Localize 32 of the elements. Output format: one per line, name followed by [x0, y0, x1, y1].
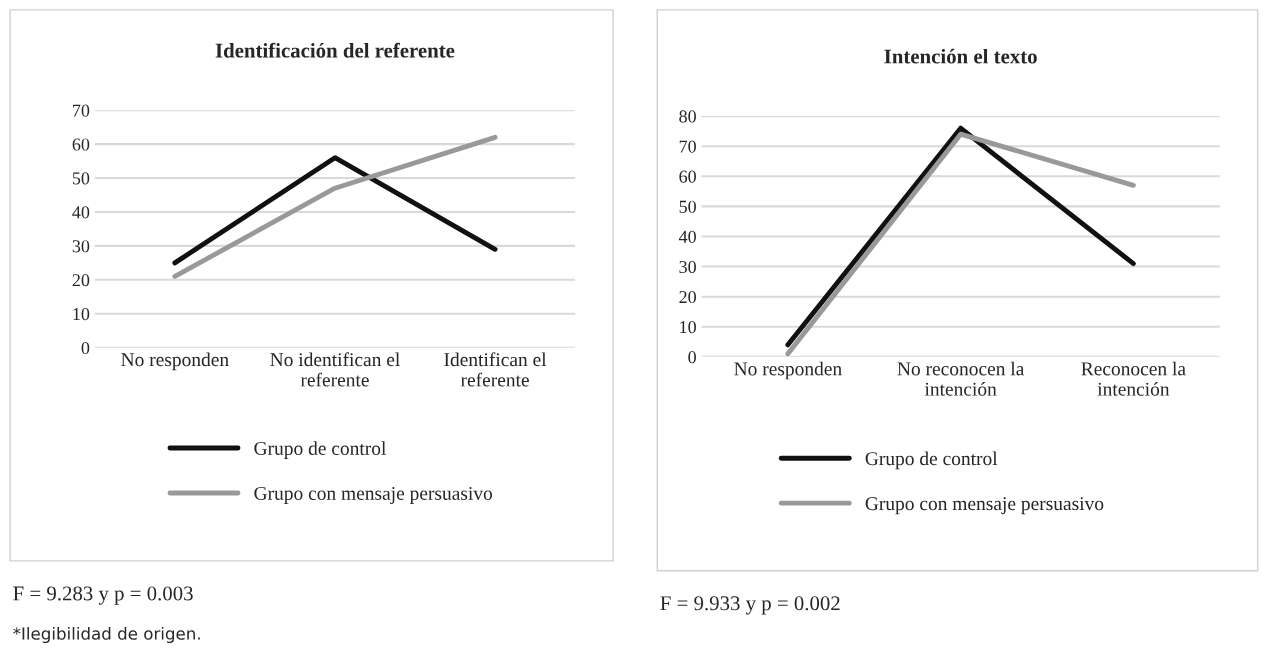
x-tick-label: No reconocen la intención: [897, 361, 1025, 396]
legend-label: Grupo con mensaje persuasivo: [254, 486, 493, 504]
y-tick-label: 10: [73, 308, 90, 321]
y-tick-label: 30: [679, 260, 696, 274]
y-tick-label: 70: [73, 104, 90, 117]
x-tick-label: Identifican el referente: [444, 352, 547, 387]
y-tick-label: 50: [679, 200, 696, 213]
x-tick-label: No identifican el referente: [270, 352, 400, 387]
x-tick-label: No responden: [121, 352, 229, 371]
y-tick-label: 70: [679, 140, 696, 153]
y-tick-label: 50: [72, 172, 90, 185]
y-tick-label: 0: [688, 351, 696, 364]
y-tick-label: 0: [81, 341, 90, 355]
y-tick-label: 10: [680, 321, 696, 334]
legend-label: Grupo con mensaje persuasivo: [865, 497, 1104, 515]
y-tick-label: 20: [72, 274, 90, 287]
y-tick-label: 40: [72, 206, 90, 219]
y-tick-label: 20: [679, 290, 696, 304]
x-tick-label: Reconocen la intención: [1081, 361, 1186, 396]
legend-label: Grupo de control: [865, 451, 998, 470]
y-tick-label: 30: [72, 240, 90, 253]
legend-label: Grupo de control: [254, 441, 386, 459]
x-tick-label: No responden: [734, 361, 842, 380]
text: F = 9.933 y p = 0.002: [660, 596, 840, 615]
chart-title: Identificación del referente: [215, 42, 455, 58]
text: *Ilegibilidad de origen.: [13, 626, 200, 644]
chart-title: Intención el texto: [884, 48, 1037, 64]
text: F = 9.283 y p = 0.003: [13, 586, 193, 605]
y-tick-label: 80: [679, 110, 696, 123]
y-tick-label: 60: [72, 138, 90, 151]
y-tick-label: 40: [678, 230, 696, 243]
y-tick-label: 60: [679, 170, 696, 183]
